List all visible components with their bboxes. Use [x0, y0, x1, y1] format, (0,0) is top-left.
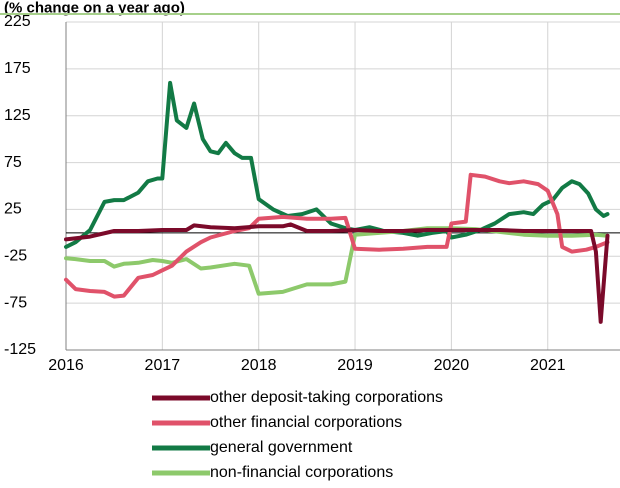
x-tick-label: 2021: [530, 357, 566, 374]
y-tick-label: 225: [4, 13, 31, 30]
legend-label: general government: [210, 439, 353, 456]
y-tick-label: -125: [4, 341, 36, 358]
x-tick-label: 2017: [145, 357, 181, 374]
legend-label: other financial corporations: [210, 414, 402, 431]
series-line-0: [64, 222, 610, 324]
legend-label: other deposit-taking corporations: [210, 389, 443, 406]
series-line-2: [64, 80, 610, 249]
chart-title: (% change on a year ago): [4, 0, 185, 16]
x-axis-ticks: 2016 2017 2018 2019 2020 2021: [48, 357, 565, 374]
gridlines: [65, 21, 620, 351]
y-tick-label: 25: [4, 201, 22, 218]
x-tick-label: 2019: [337, 357, 373, 374]
x-tick-label: 2020: [434, 357, 470, 374]
y-tick-label: -75: [4, 294, 27, 311]
y-tick-label: -25: [4, 248, 27, 265]
y-tick-label: 175: [4, 60, 31, 77]
legend-label: non-financial corporations: [210, 464, 393, 481]
x-tick-label: 2016: [48, 357, 84, 374]
series-line-1: [64, 172, 610, 299]
series-lines: [64, 80, 610, 324]
y-tick-label: 75: [4, 154, 22, 171]
legend: other deposit-taking corporations other f…: [152, 389, 443, 481]
y-tick-label: 125: [4, 107, 31, 124]
y-axis-ticks: 225 175 125 75 25 -25 -75 -125: [4, 13, 36, 358]
x-tick-label: 2018: [241, 357, 277, 374]
series-line-3: [64, 226, 610, 296]
